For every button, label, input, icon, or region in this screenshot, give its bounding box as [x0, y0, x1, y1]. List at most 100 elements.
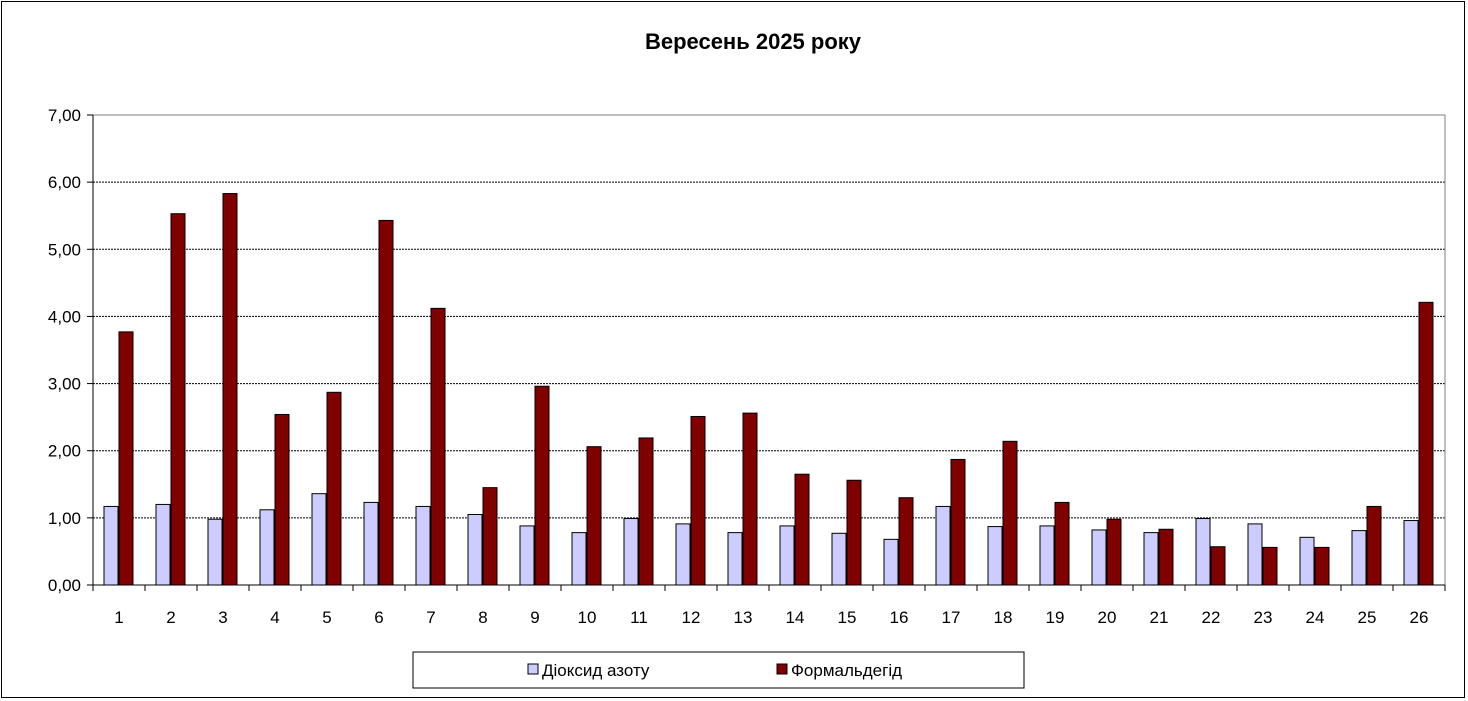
bar-series2 [1418, 301, 1434, 586]
x-axis-ticks: 1 2 3 4 5 6 7 8 9 10 11 12 13 14 15 16 17 18 19 20 21 22 23 24 2… [92, 585, 1446, 627]
x-tick-label: 7 [426, 608, 435, 627]
bar-series2 [378, 219, 394, 586]
x-tick-label: 1 [114, 608, 123, 627]
bar-series2 [170, 213, 186, 586]
bar-series2 [898, 497, 914, 586]
bar-series2 [846, 479, 862, 586]
bar-series2 [1314, 546, 1330, 586]
x-tick-label: 2 [166, 608, 175, 627]
x-tick-label: 23 [1254, 608, 1273, 627]
y-tick-label: 0,00 [48, 576, 81, 595]
x-tick-label: 18 [994, 608, 1013, 627]
x-tick-label: 17 [942, 608, 961, 627]
x-tick-label: 5 [322, 608, 331, 627]
bar-series2 [274, 413, 290, 586]
x-tick-label: 10 [578, 608, 597, 627]
x-tick-label: 3 [218, 608, 227, 627]
bar-series1 [155, 503, 171, 586]
bar-series2 [1262, 546, 1278, 586]
y-tick-label: 6,00 [48, 173, 81, 192]
x-tick-label: 6 [374, 608, 383, 627]
bar-series1 [311, 493, 327, 586]
bar-series2 [638, 437, 654, 586]
bar-series1 [623, 518, 639, 586]
bar-series1 [1143, 532, 1159, 586]
bar-series1 [103, 505, 119, 586]
legend-label: Формальдегід [791, 661, 902, 680]
bar-series1 [1403, 520, 1419, 586]
bar-series2 [430, 307, 446, 586]
bar-series1 [1091, 529, 1107, 586]
bar-series1 [415, 505, 431, 586]
axes [92, 114, 1446, 586]
bar-series1 [1351, 530, 1367, 586]
bar-series1 [675, 523, 691, 586]
chart-title: Вересень 2025 року [645, 29, 862, 54]
x-tick-label: 21 [1150, 608, 1169, 627]
bar-series2 [586, 446, 602, 586]
x-tick-label: 25 [1358, 608, 1377, 627]
bar-series2 [118, 331, 134, 586]
x-tick-label: 4 [270, 608, 279, 627]
bar-series1 [727, 532, 743, 586]
x-tick-label: 8 [478, 608, 487, 627]
y-tick-label: 5,00 [48, 240, 81, 259]
bar-series2 [1054, 501, 1070, 586]
gridlines [93, 181, 1445, 519]
bar-series1 [259, 509, 275, 586]
bar-series2 [1210, 546, 1226, 586]
y-tick-label: 1,00 [48, 509, 81, 528]
bar-series2 [482, 487, 498, 586]
bar-series2 [1106, 518, 1122, 586]
legend: Діоксид азоту Формальдегід [412, 651, 1025, 689]
x-tick-label: 14 [786, 608, 805, 627]
x-tick-label: 15 [838, 608, 857, 627]
bar-series1 [935, 505, 951, 586]
y-tick-label: 7,00 [48, 106, 81, 125]
x-tick-label: 26 [1410, 608, 1429, 627]
bar-series2 [222, 193, 238, 586]
bar-series1 [363, 501, 379, 586]
bar-series2 [534, 385, 550, 586]
bar-series1 [1039, 525, 1055, 586]
bar-series2 [1366, 505, 1382, 586]
y-tick-label: 2,00 [48, 442, 81, 461]
x-tick-label: 11 [630, 608, 648, 627]
x-tick-label: 24 [1306, 608, 1325, 627]
y-axis-ticks: 0,00 1,00 2,00 3,00 4,00 5,00 6,00 7,00 [48, 106, 93, 595]
bar-series2 [950, 458, 966, 586]
bar-series1 [1247, 523, 1263, 586]
bar-series1 [831, 532, 847, 586]
x-tick-label: 16 [890, 608, 909, 627]
plot-area-border [92, 114, 1446, 586]
legend-label: Діоксид азоту [542, 661, 650, 680]
bar-series1 [207, 518, 223, 586]
bar-series1 [779, 525, 795, 586]
x-tick-label: 13 [734, 608, 753, 627]
bar-series2 [1158, 528, 1174, 586]
bar-series1 [1299, 536, 1315, 586]
bar-series2 [326, 391, 342, 586]
x-tick-label: 9 [530, 608, 539, 627]
legend-box [412, 651, 1025, 689]
y-tick-label: 4,00 [48, 307, 81, 326]
legend-swatch [776, 663, 788, 675]
bar-series1 [1195, 518, 1211, 586]
bar-series2 [794, 473, 810, 586]
bar-series1 [519, 525, 535, 586]
x-tick-label: 20 [1098, 608, 1117, 627]
bar-series1 [987, 526, 1003, 586]
x-tick-label: 19 [1046, 608, 1065, 627]
bar-series2 [1002, 440, 1018, 586]
bar-series2 [690, 415, 706, 586]
bar-series1 [883, 538, 899, 586]
x-tick-label: 22 [1202, 608, 1221, 627]
bar-series1 [571, 532, 587, 586]
legend-swatch [527, 663, 539, 675]
bar-series1 [467, 514, 483, 586]
y-tick-label: 3,00 [48, 375, 81, 394]
x-tick-label: 12 [682, 608, 701, 627]
bars [103, 193, 1434, 586]
bar-series2 [742, 412, 758, 586]
